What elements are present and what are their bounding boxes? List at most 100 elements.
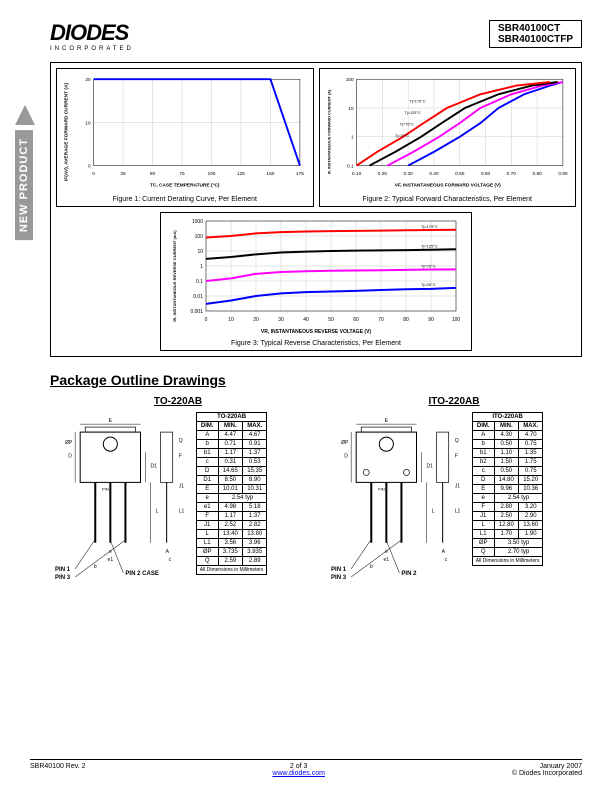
svg-text:25: 25 <box>120 171 126 177</box>
svg-text:VF, INSTANTANEOUS FORWARD VOLT: VF, INSTANTANEOUS FORWARD VOLTAGE (V) <box>394 183 500 189</box>
svg-text:20: 20 <box>253 317 259 323</box>
svg-text:50: 50 <box>328 317 334 323</box>
svg-text:L1: L1 <box>179 509 185 515</box>
svg-text:Tj=125°C: Tj=125°C <box>404 111 420 115</box>
svg-text:J1: J1 <box>179 483 185 489</box>
svg-text:Tj=25°C: Tj=25°C <box>421 282 436 287</box>
svg-text:0.60: 0.60 <box>480 171 490 177</box>
svg-text:D1: D1 <box>151 463 158 469</box>
svg-text:Q: Q <box>179 438 183 444</box>
svg-text:150: 150 <box>266 171 274 177</box>
section-title: Package Outline Drawings <box>50 372 582 388</box>
svg-text:VR, INSTANTANEOUS REVERSE VOLT: VR, INSTANTANEOUS REVERSE VOLTAGE (V) <box>261 329 372 335</box>
svg-text:L: L <box>432 509 435 515</box>
package-2: ITO-220AB EDØPD1Lee1bQFJ1L1AcPIN 1PIN 3P… <box>326 396 582 583</box>
svg-text:0.01: 0.01 <box>193 294 203 300</box>
svg-text:TC, CASE TEMPERATURE (°C): TC, CASE TEMPERATURE (°C) <box>150 183 220 189</box>
part-number-box: SBR40100CT SBR40100CTFP <box>489 20 582 48</box>
svg-text:PIN: PIN <box>102 486 109 491</box>
svg-text:PIN 3: PIN 3 <box>55 575 71 581</box>
footer-url[interactable]: www.diodes.com <box>272 770 325 777</box>
svg-text:0.10: 0.10 <box>351 171 361 177</box>
svg-text:50: 50 <box>150 171 156 177</box>
svg-text:1000: 1000 <box>192 219 203 225</box>
svg-text:10: 10 <box>348 106 354 112</box>
svg-text:0: 0 <box>92 171 95 177</box>
svg-text:D: D <box>344 453 348 459</box>
svg-text:0.90: 0.90 <box>558 171 568 177</box>
svg-text:0.40: 0.40 <box>429 171 439 177</box>
svg-text:0.30: 0.30 <box>403 171 413 177</box>
svg-text:0: 0 <box>205 317 208 323</box>
svg-text:90: 90 <box>428 317 434 323</box>
svg-text:PIN 3: PIN 3 <box>331 575 347 581</box>
svg-text:1: 1 <box>200 264 203 270</box>
svg-text:ØP: ØP <box>341 440 349 446</box>
svg-text:100: 100 <box>195 234 204 240</box>
svg-text:100: 100 <box>345 77 353 83</box>
logo: DIODES INCORPORATED <box>50 20 134 52</box>
chart-1-box: 0 25 50 75 100 125 150 175 0 10 20 TC, CASE TEMPERA… <box>56 68 314 207</box>
svg-text:D1: D1 <box>427 463 434 469</box>
svg-text:c: c <box>169 557 172 563</box>
svg-text:F: F <box>455 453 458 459</box>
svg-text:60: 60 <box>353 317 359 323</box>
svg-text:30: 30 <box>278 317 284 323</box>
svg-text:40: 40 <box>303 317 309 323</box>
svg-text:20: 20 <box>85 77 91 83</box>
svg-text:b: b <box>94 564 97 570</box>
svg-text:Tj=25°C: Tj=25°C <box>394 134 408 138</box>
charts-container: 025507510012515017501020TC, CASE TEMPERA… <box>50 62 582 357</box>
svg-text:10: 10 <box>85 120 91 126</box>
svg-text:ØP: ØP <box>65 440 73 446</box>
chart-3-box: 01020304050607080901000.0010.010.1110100… <box>160 212 472 351</box>
footer: SBR40100 Rev. 2 2 of 3 www.diodes.com Ja… <box>30 759 582 777</box>
svg-text:10: 10 <box>197 249 203 255</box>
svg-text:c: c <box>445 557 448 563</box>
chart-2-caption: Figure 2: Typical Forward Characteristic… <box>323 196 573 203</box>
svg-text:e1: e1 <box>108 557 114 563</box>
svg-text:IF(AV), AVERAGE FORWARD CURREN: IF(AV), AVERAGE FORWARD CURRENT (A) <box>64 83 70 182</box>
svg-text:Tj=125°C: Tj=125°C <box>421 243 438 248</box>
svg-text:125: 125 <box>237 171 245 177</box>
svg-text:IF, INSTANTANEOUS FORWARD CURR: IF, INSTANTANEOUS FORWARD CURRENT (A) <box>327 89 331 174</box>
svg-text:0.70: 0.70 <box>506 171 516 177</box>
svg-text:D: D <box>68 453 72 459</box>
svg-text:PIN 2 CASE: PIN 2 CASE <box>125 571 158 577</box>
package-1: TO-220AB EDØPD1Lee1bQFJ1L1AcPIN 1PIN 3PI… <box>50 396 306 583</box>
svg-text:10: 10 <box>228 317 234 323</box>
svg-text:A: A <box>442 549 446 555</box>
svg-text:0.1: 0.1 <box>347 164 354 170</box>
chart-3-caption: Figure 3: Typical Reverse Characteristic… <box>164 340 468 347</box>
svg-text:0.50: 0.50 <box>455 171 465 177</box>
svg-text:70: 70 <box>378 317 384 323</box>
svg-text:100: 100 <box>452 317 461 323</box>
svg-text:Tj=75°C: Tj=75°C <box>421 263 436 268</box>
svg-text:175: 175 <box>296 171 304 177</box>
svg-text:PIN: PIN <box>378 486 385 491</box>
svg-text:PIN 2: PIN 2 <box>401 571 417 577</box>
svg-text:0.80: 0.80 <box>532 171 542 177</box>
svg-text:Tj=175°C: Tj=175°C <box>409 99 425 103</box>
svg-text:75: 75 <box>179 171 185 177</box>
svg-text:100: 100 <box>207 171 215 177</box>
svg-text:E: E <box>385 418 389 424</box>
svg-text:b: b <box>370 564 373 570</box>
svg-text:Q: Q <box>455 438 459 444</box>
svg-text:0: 0 <box>88 164 91 170</box>
svg-text:Tj=75°C: Tj=75°C <box>399 122 413 126</box>
svg-text:PIN 1: PIN 1 <box>331 567 347 573</box>
svg-text:80: 80 <box>403 317 409 323</box>
svg-text:A: A <box>166 549 170 555</box>
chart-2-box: 0.100.200.300.400.500.600.700.800.900.11… <box>319 68 577 207</box>
sidebar-label: NEW PRODUCT <box>15 130 33 240</box>
svg-text:IR, INSTANTANEOUS REVERSE CURR: IR, INSTANTANEOUS REVERSE CURRENT (mA) <box>172 230 177 322</box>
svg-text:PIN 1: PIN 1 <box>55 567 71 573</box>
svg-text:L1: L1 <box>455 509 461 515</box>
svg-text:e1: e1 <box>384 557 390 563</box>
svg-text:E: E <box>109 418 113 424</box>
svg-text:0.1: 0.1 <box>196 279 203 285</box>
chart-1-caption: Figure 1: Current Derating Curve, Per El… <box>60 196 310 203</box>
svg-text:F: F <box>179 453 182 459</box>
svg-text:1: 1 <box>351 135 354 141</box>
